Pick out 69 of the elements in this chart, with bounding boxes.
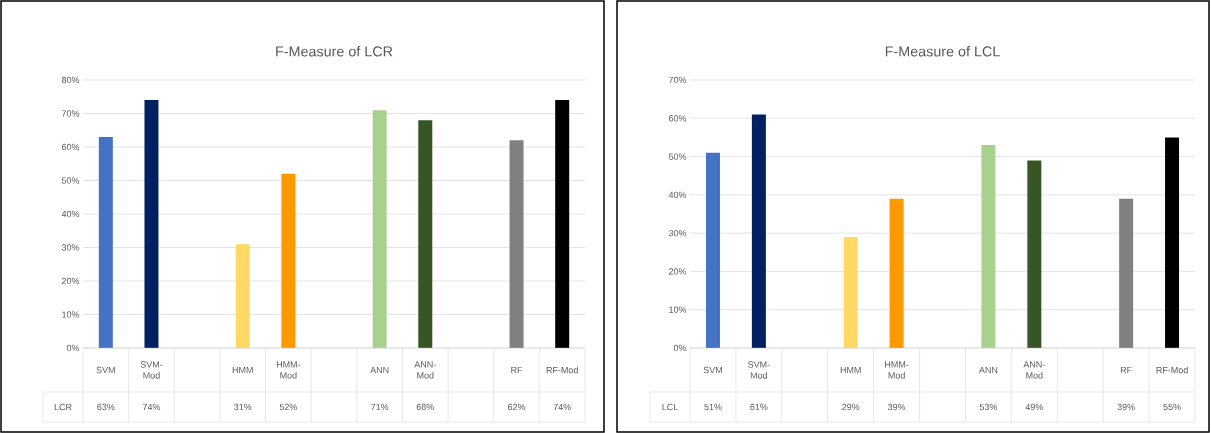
bar	[705, 152, 720, 348]
bar	[418, 120, 433, 348]
x-tick-label: ANN	[370, 366, 389, 374]
data-label: 39%	[1117, 403, 1135, 411]
bar	[235, 244, 250, 348]
data-label: 55%	[1163, 403, 1181, 411]
data-label: 74%	[553, 403, 571, 411]
y-tick-label: 10%	[62, 311, 80, 318]
data-label: 51%	[704, 403, 722, 411]
y-tick-label: 60%	[62, 143, 80, 151]
x-tick-label: RF	[1120, 366, 1132, 374]
data-label: 49%	[1025, 403, 1043, 411]
x-tick-label: HMM	[840, 366, 861, 374]
bar	[1027, 160, 1042, 348]
x-tick-label: HMM	[232, 366, 253, 374]
x-tick-label: HMM-Mod	[885, 361, 909, 379]
y-tick-label: 80%	[61, 76, 80, 84]
data-label: 31%	[234, 403, 252, 411]
chart-title: F-Measure of LCR	[276, 45, 393, 57]
bar	[1119, 198, 1134, 348]
bar	[555, 100, 570, 348]
x-tick-label: SVM-Mod	[748, 361, 770, 379]
y-tick-label: 60%	[669, 115, 687, 122]
bar	[372, 110, 387, 348]
x-tick-label: HMM-Mod	[276, 361, 301, 379]
data-label: 52%	[279, 403, 298, 411]
bar	[751, 114, 766, 348]
data-label: 71%	[371, 403, 389, 411]
x-tick-label: SVM-Mod	[140, 361, 163, 379]
y-tick-label: 10%	[669, 306, 687, 313]
bar	[281, 173, 296, 348]
y-tick-label: 50%	[668, 153, 687, 160]
bar	[98, 136, 113, 348]
data-label: 62%	[508, 403, 526, 411]
x-tick-label: SVM	[96, 366, 115, 374]
bar	[1165, 137, 1180, 348]
x-tick-label: ANN-Mod	[414, 361, 436, 379]
data-label: 74%	[142, 403, 161, 411]
data-label: 63%	[97, 403, 115, 411]
bar	[144, 100, 159, 348]
bar	[889, 198, 904, 348]
y-tick-label: 30%	[668, 229, 687, 237]
data-label: 68%	[416, 403, 434, 411]
x-tick-label: ANN-Mod	[1023, 361, 1045, 379]
data-label: 39%	[887, 403, 906, 411]
x-tick-label: RF-Mod	[546, 366, 578, 374]
text: LCL	[662, 403, 678, 411]
y-tick-label: 70%	[669, 76, 687, 84]
x-tick-label: RF-Mod	[1156, 366, 1188, 374]
y-tick-label: 50%	[61, 177, 80, 184]
y-tick-label: 40%	[668, 191, 687, 199]
y-tick-label: 0%	[673, 344, 687, 352]
bar	[981, 145, 996, 348]
bar	[843, 236, 858, 348]
x-tick-label: SVM	[703, 366, 722, 374]
x-tick-label: ANN	[978, 366, 998, 374]
chart-title: F-Measure of LCL	[885, 45, 1000, 57]
bar	[509, 140, 524, 348]
y-tick-label: 30%	[61, 244, 80, 251]
y-tick-label: 40%	[61, 210, 80, 218]
text: LCR	[54, 403, 72, 411]
data-label: 61%	[750, 403, 768, 411]
y-tick-label: 70%	[62, 110, 80, 117]
y-tick-label: 20%	[62, 277, 80, 285]
data-label: 53%	[979, 403, 998, 411]
data-label: 29%	[842, 403, 860, 411]
x-tick-label: RF	[511, 366, 523, 374]
y-tick-label: 0%	[66, 344, 80, 352]
y-tick-label: 20%	[669, 268, 687, 275]
